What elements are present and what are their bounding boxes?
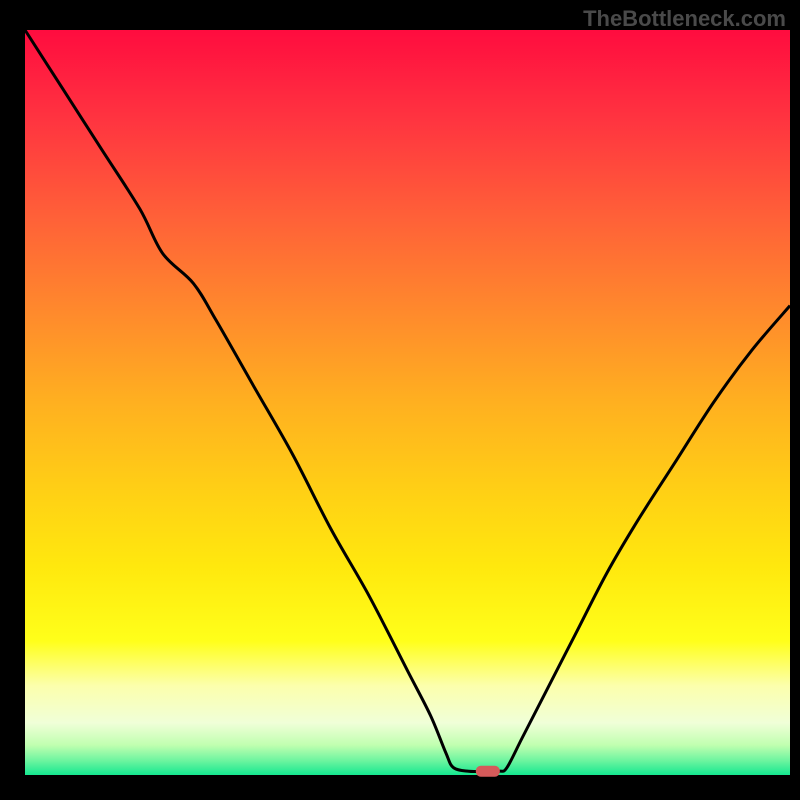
- watermark-text: TheBottleneck.com: [583, 6, 786, 32]
- chart-svg: [0, 0, 800, 800]
- plot-background: [25, 30, 790, 775]
- bottleneck-chart: TheBottleneck.com: [0, 0, 800, 800]
- optimal-point-marker: [476, 766, 500, 777]
